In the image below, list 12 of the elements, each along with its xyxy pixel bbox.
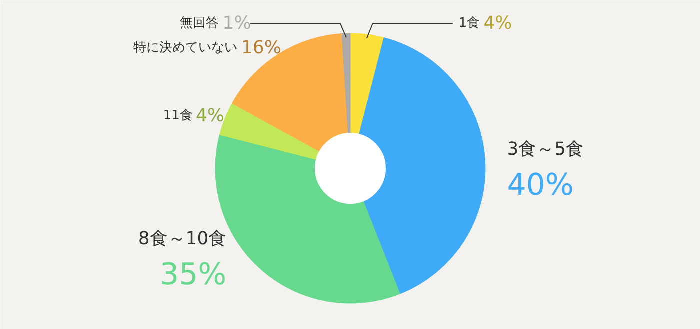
- slice-label: 特に決めていない: [133, 40, 238, 56]
- slice-label: 11食: [163, 108, 193, 124]
- slice-label: 1食: [458, 16, 480, 31]
- data-label: 1%: [222, 13, 252, 34]
- slice-label: 3食～5食: [507, 139, 584, 160]
- data-label: 4%: [196, 105, 225, 126]
- slice-label: 無回答: [180, 16, 219, 31]
- data-label: 4%: [484, 13, 512, 34]
- slice-label: 8食～10食: [138, 228, 227, 250]
- data-label: 40%: [507, 168, 574, 204]
- data-label: 16%: [241, 37, 282, 58]
- data-label: 35%: [160, 257, 227, 292]
